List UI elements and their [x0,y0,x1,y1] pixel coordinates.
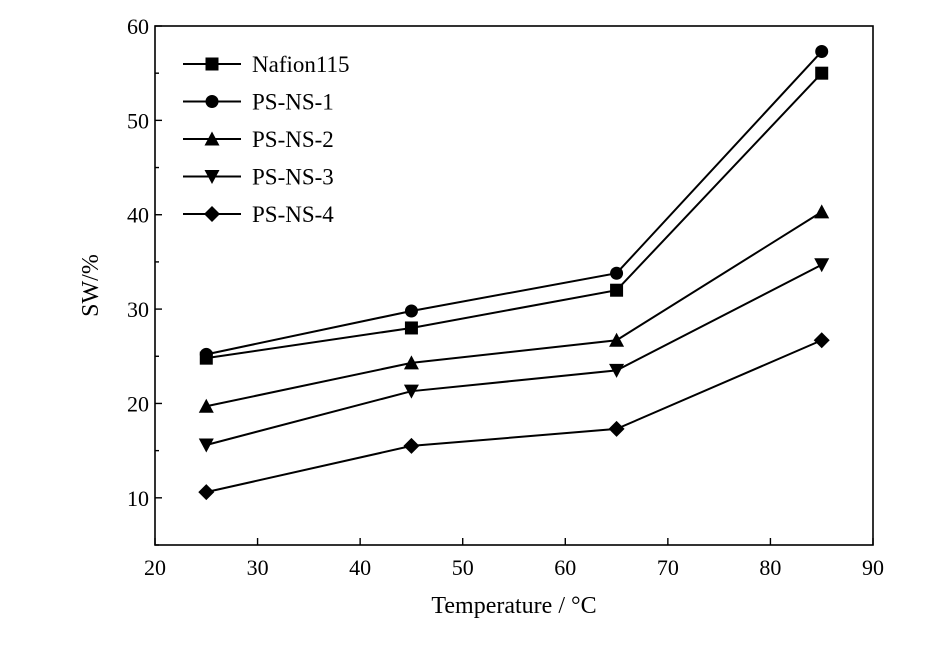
legend: Nafion115 PS-NS-1 PS-NS-2 PS-NS-3 PS-NS-4 [183,52,350,227]
x-tick-label: 70 [657,555,679,580]
legend-item: PS-NS-1 [183,90,334,115]
legend-label: PS-NS-1 [252,90,334,115]
y-tick-label: 40 [127,203,149,228]
series-ps-ns-2 [198,204,830,413]
legend-label: Nafion115 [252,52,350,77]
data-point [404,304,418,318]
legend-item: Nafion115 [183,52,350,77]
x-tick-label: 50 [452,555,474,580]
data-point [403,384,419,399]
data-point [815,44,829,58]
data-point [610,283,624,297]
x-tick-label: 90 [862,555,884,580]
data-point [813,332,830,349]
series-line [206,339,823,494]
legend-marker [205,95,219,108]
data-point [198,438,214,453]
legend-marker [205,57,219,71]
series-ps-ns-1 [199,44,829,361]
legend-marker [204,206,220,222]
legend-label: PS-NS-3 [252,165,334,190]
data-point [199,347,213,361]
legend-item: PS-NS-2 [183,127,334,152]
series-line [206,72,823,360]
x-axis-title: Temperature / °C [431,593,596,619]
data-point [404,321,418,335]
data-point [814,204,830,219]
plot-frame [154,25,874,546]
data-point [815,66,829,80]
y-axis-title: SW/% [78,254,104,317]
legend-marker [204,131,220,146]
series-layer [198,44,830,501]
series-ps-ns-4 [198,332,830,501]
data-point [814,258,830,273]
x-tick-label: 30 [247,555,269,580]
legend-label: PS-NS-4 [252,202,334,227]
y-tick-label: 30 [127,297,149,322]
y-tick-label: 50 [127,108,149,133]
data-point [610,266,624,280]
data-point [403,355,419,370]
x-tick-label: 60 [554,555,576,580]
data-point [608,420,625,437]
y-tick-label: 10 [127,486,149,511]
x-tick-label: 20 [144,555,166,580]
data-point [198,398,214,413]
series-line [206,211,823,408]
series-line [206,50,823,356]
x-tick-label: 40 [349,555,371,580]
x-tick-label: 80 [759,555,781,580]
legend-item: PS-NS-3 [183,165,334,190]
legend-marker [204,170,220,184]
legend-item: PS-NS-4 [183,202,334,227]
y-tick-label: 20 [127,391,149,416]
y-tick-label: 60 [127,14,149,39]
data-point [609,363,625,378]
series-line [206,263,823,446]
series-ps-ns-3 [198,258,830,453]
data-point [198,484,215,501]
axes: 20 30 40 50 60 70 80 90 10 20 30 40 50 60 [127,14,884,580]
data-point [609,332,625,347]
legend-label: PS-NS-2 [252,127,334,152]
data-point [403,437,420,454]
